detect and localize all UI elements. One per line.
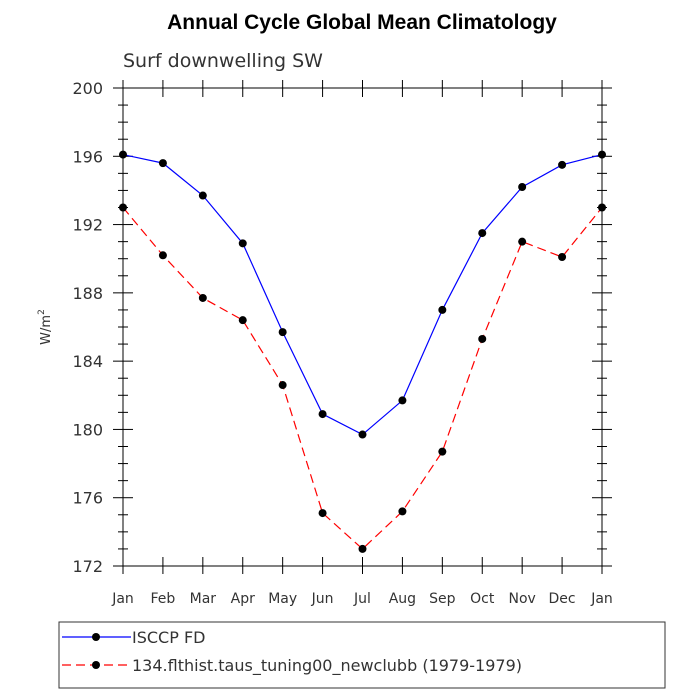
x-tick-label: Oct (470, 591, 495, 607)
plot-border (122, 87, 603, 567)
series-0-point (438, 305, 447, 314)
chart-subtitle: Surf downwelling SW (123, 50, 323, 72)
y-tick-label: 200 (72, 79, 103, 98)
axis-ticks (113, 80, 612, 574)
series-line-0 (122, 153, 603, 436)
x-tick-label: Dec (549, 591, 576, 607)
series-1-point (358, 544, 367, 553)
y-axis-label: W/m2 (37, 309, 54, 345)
x-tick-label: Sep (429, 591, 456, 607)
x-tick-label: Feb (151, 591, 176, 607)
legend-label-isccp: ISCCP FD (132, 628, 205, 647)
x-tick-label: Jul (353, 591, 371, 607)
series-lines (122, 153, 603, 550)
chart-title: Annual Cycle Global Mean Climatology (167, 11, 557, 34)
svg-text:W/m2: W/m2 (37, 309, 54, 345)
series-line-1 (122, 207, 603, 550)
y-tick-labels: 200 196 192 188 184 180 176 172 (72, 79, 103, 576)
series-0-point (318, 410, 327, 419)
series-0-point (478, 229, 487, 238)
y-tick-label: 180 (72, 420, 103, 439)
x-tick-label: Jan (590, 591, 613, 607)
series-1-point (598, 203, 606, 212)
x-tick-label: Apr (231, 591, 255, 607)
series-1-point (238, 316, 247, 325)
series-1-point (518, 237, 527, 246)
series-0-point (598, 150, 606, 159)
y-tick-label: 172 (72, 557, 103, 576)
y-axis-label-text: W/m (39, 315, 54, 345)
y-axis-label-superscript: 2 (37, 309, 47, 315)
series-0-point (518, 183, 527, 192)
x-tick-label: May (268, 591, 297, 607)
x-tick-labels: Jan Feb Mar Apr May Jun Jul Aug Sep Oct Nov Dec Jan (111, 591, 613, 607)
y-tick-label: 188 (72, 284, 103, 303)
x-tick-label: Mar (190, 591, 217, 607)
legend-marker-model (92, 661, 100, 669)
series-0-point (238, 239, 247, 248)
legend-marker-isccp (92, 633, 100, 641)
series-1-point (318, 509, 327, 518)
plot-frame (122, 87, 603, 567)
series-1-point (438, 447, 447, 456)
series-0-point (158, 159, 167, 168)
legend: ISCCP FD 134.flthist.taus_tuning00_newcl… (58, 621, 666, 689)
series-0-point (358, 430, 367, 439)
y-tick-label: 176 (72, 489, 103, 508)
y-tick-label: 184 (72, 352, 103, 371)
series-0-point (278, 328, 287, 337)
x-tick-label: Nov (509, 591, 536, 607)
legend-label-model: 134.flthist.taus_tuning00_newclubb (1979… (132, 656, 522, 676)
y-tick-label: 192 (72, 216, 103, 235)
series-1-point (278, 381, 287, 390)
series-1-point (398, 507, 407, 516)
series-0-point (119, 150, 127, 159)
series-points (119, 150, 606, 553)
series-1-point (558, 253, 567, 262)
x-tick-label: Jan (111, 591, 134, 607)
x-tick-label: Jun (311, 591, 334, 607)
series-1-point (119, 203, 127, 212)
series-1-point (478, 334, 487, 343)
series-1-point (158, 251, 167, 260)
legend-box (58, 621, 666, 689)
x-tick-label: Aug (389, 591, 416, 607)
y-tick-label: 196 (72, 147, 103, 166)
series-1-point (198, 293, 207, 302)
series-0-point (558, 160, 567, 169)
series-0-point (198, 191, 207, 200)
series-0-point (398, 396, 407, 405)
